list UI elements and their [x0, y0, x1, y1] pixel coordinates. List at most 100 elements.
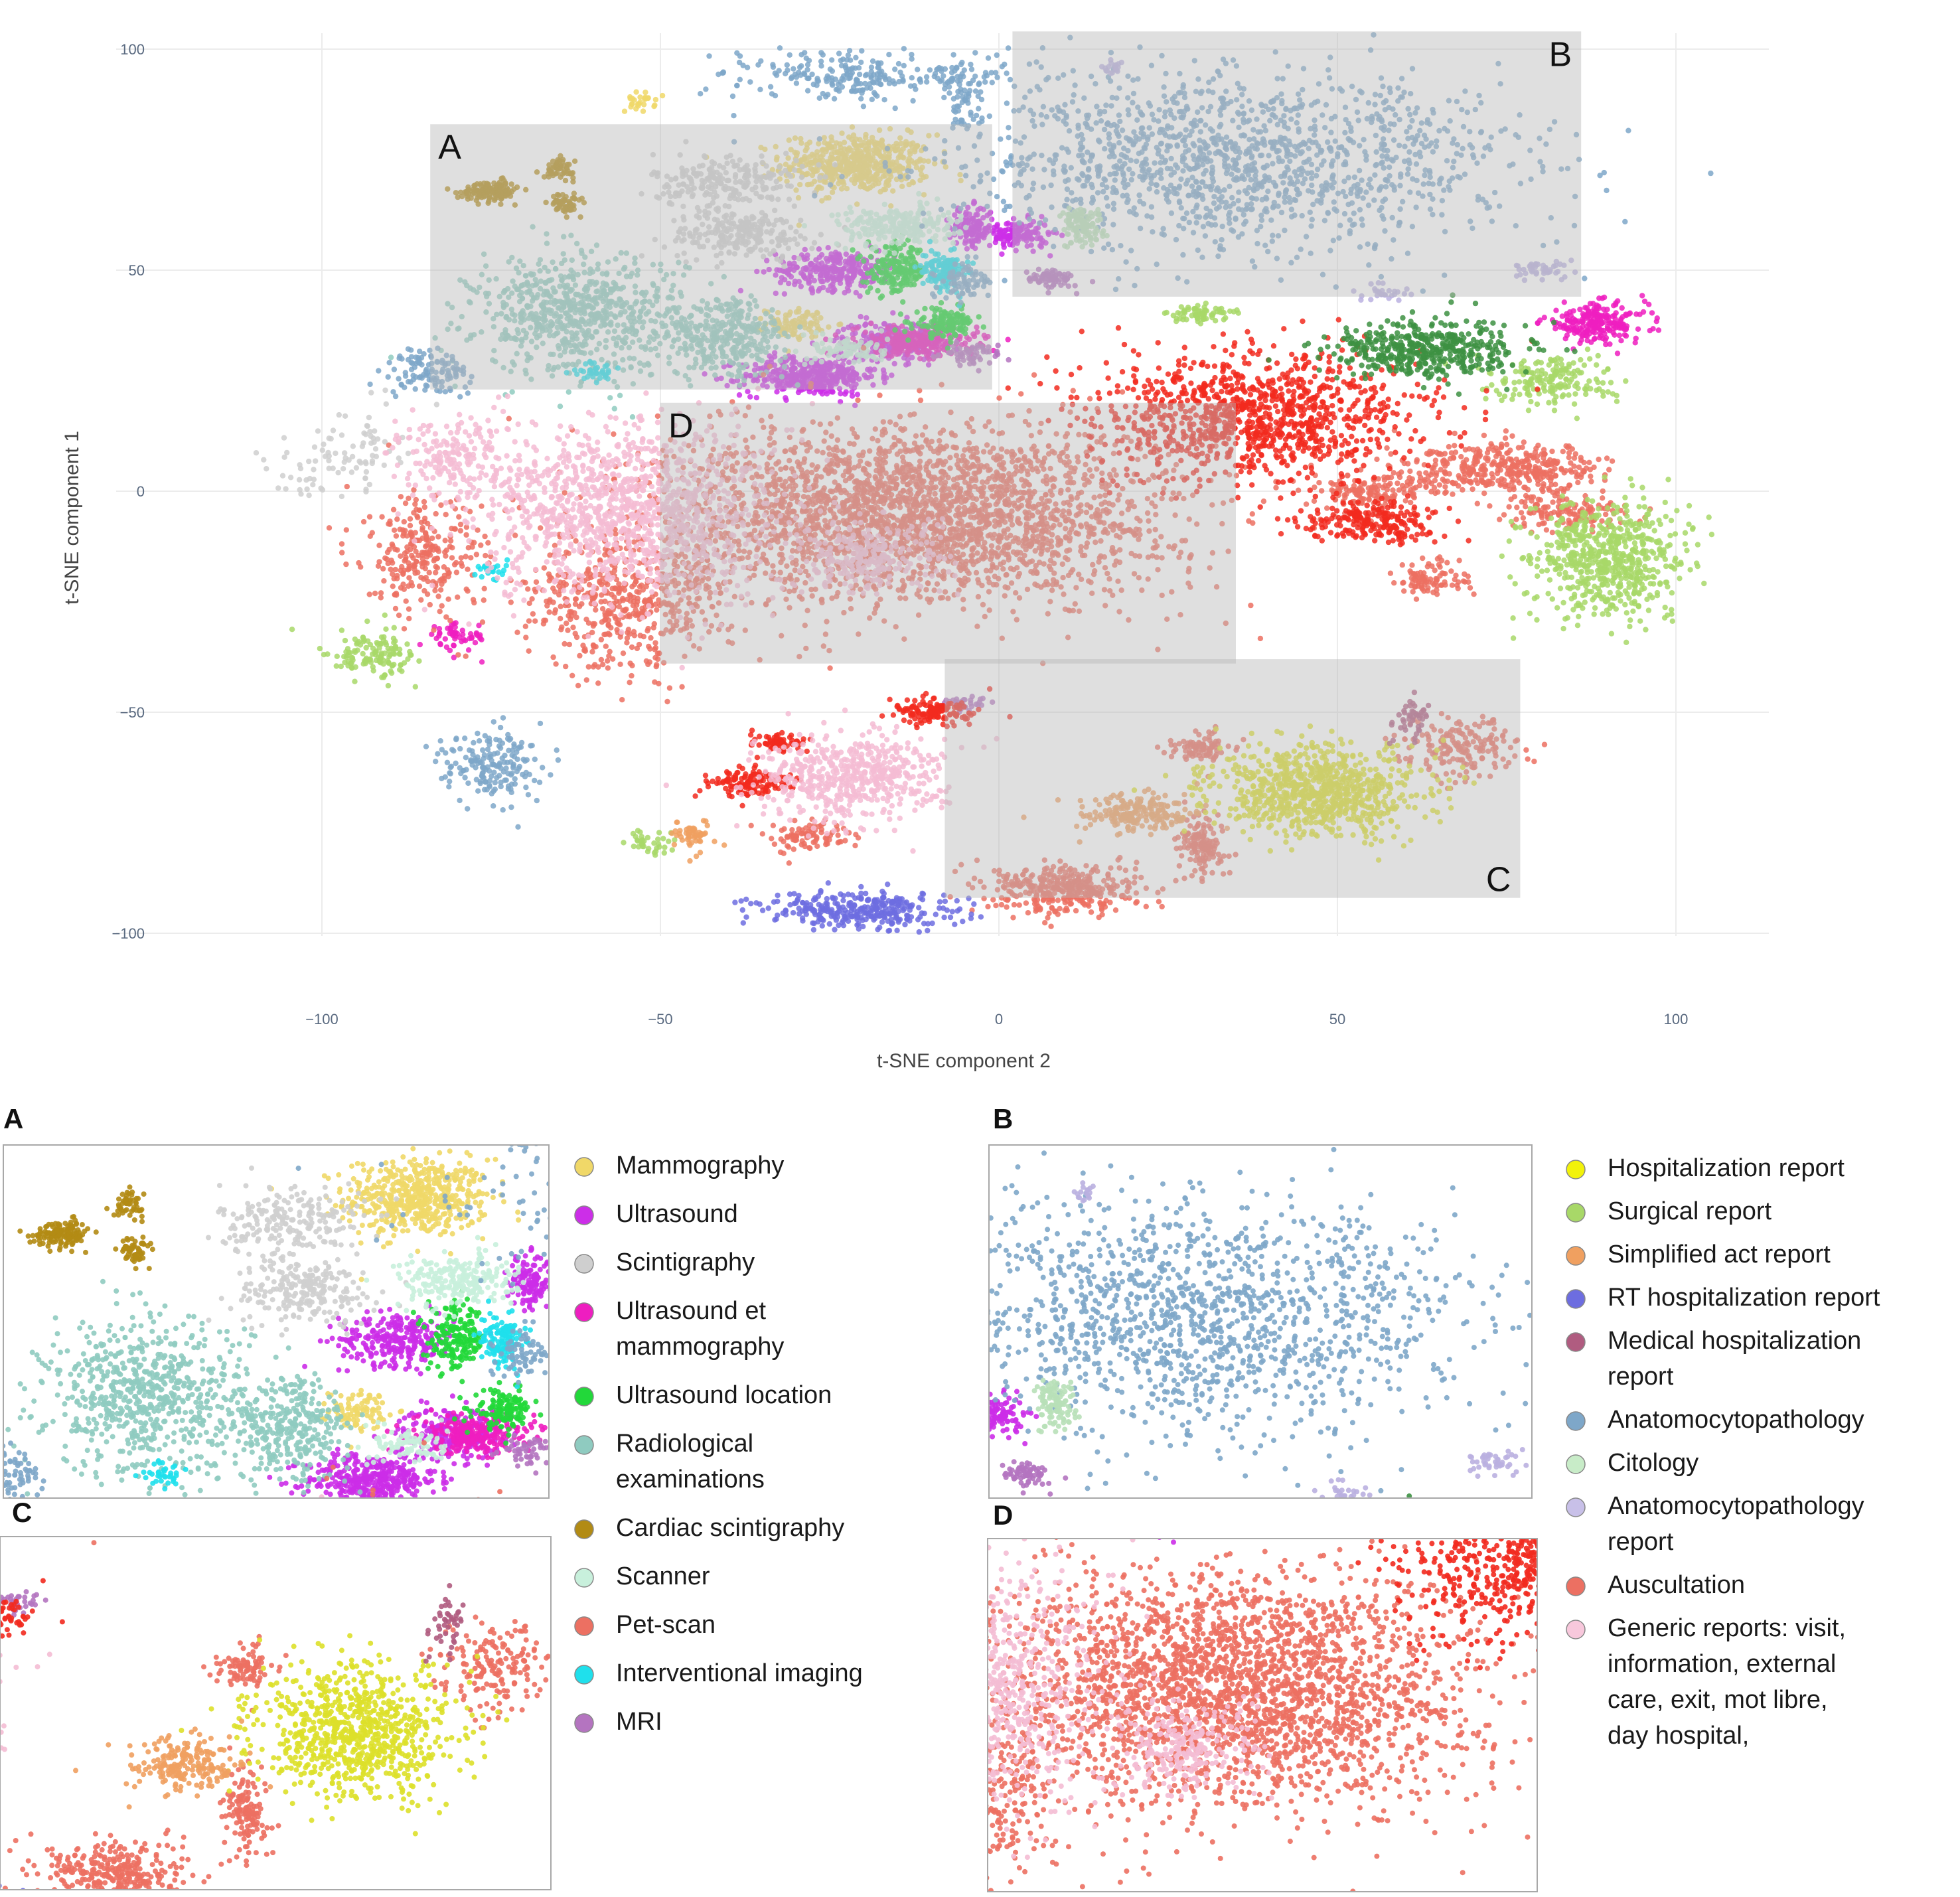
data-point — [630, 414, 635, 419]
data-point — [783, 395, 788, 400]
data-point — [642, 90, 648, 95]
data-point — [382, 388, 388, 393]
data-point — [363, 431, 368, 437]
data-point — [313, 458, 318, 463]
data-point — [617, 393, 623, 398]
data-point — [1564, 318, 1570, 323]
data-point — [1585, 338, 1590, 343]
data-point — [479, 659, 485, 664]
data-point — [1586, 321, 1591, 327]
data-point — [466, 647, 471, 652]
data-point — [388, 354, 394, 360]
data-point — [754, 395, 759, 400]
data-point — [417, 642, 423, 647]
data-point — [1580, 324, 1586, 329]
data-point — [384, 402, 389, 407]
data-point — [641, 108, 646, 114]
data-point — [366, 415, 372, 420]
data-point — [350, 443, 356, 449]
data-point — [745, 389, 750, 394]
data-point — [1553, 308, 1558, 313]
data-point — [311, 477, 317, 482]
data-point — [627, 96, 633, 101]
data-point — [356, 459, 362, 464]
data-point — [1604, 335, 1609, 341]
data-point — [443, 636, 448, 641]
data-point — [1623, 333, 1629, 339]
data-point — [1617, 333, 1622, 338]
data-point — [434, 402, 439, 407]
data-point — [375, 436, 380, 441]
data-point — [264, 466, 269, 471]
data-point — [1585, 314, 1590, 319]
data-point — [321, 441, 326, 447]
data-point — [1567, 309, 1572, 315]
data-point — [333, 451, 338, 456]
data-point — [660, 93, 665, 98]
data-point — [306, 493, 311, 498]
data-point — [354, 465, 359, 471]
data-point — [450, 631, 455, 637]
data-point — [254, 450, 259, 455]
data-point — [1006, 337, 1011, 342]
data-point — [1001, 232, 1006, 238]
data-point — [1594, 305, 1599, 311]
data-point — [325, 450, 331, 455]
data-point — [288, 475, 293, 480]
data-point — [1613, 302, 1618, 307]
data-point — [652, 102, 657, 108]
data-point — [368, 441, 374, 446]
data-point — [329, 436, 334, 441]
data-point — [370, 461, 375, 466]
data-point — [1560, 313, 1565, 319]
data-point — [469, 635, 475, 640]
data-point — [320, 487, 325, 493]
data-point — [1572, 318, 1578, 323]
data-point — [1639, 293, 1645, 298]
data-point — [331, 427, 336, 433]
data-point — [820, 391, 825, 396]
data-point — [633, 89, 639, 94]
data-point — [297, 477, 302, 483]
data-point — [1590, 311, 1596, 316]
data-point — [275, 485, 281, 491]
data-point — [310, 482, 315, 487]
data-point — [445, 626, 450, 631]
data-point — [1612, 333, 1617, 338]
data-point — [453, 625, 458, 630]
data-point — [1602, 295, 1607, 300]
data-point — [382, 463, 387, 468]
data-point — [368, 433, 373, 439]
data-point — [855, 392, 860, 397]
data-point — [641, 102, 646, 107]
data-point — [451, 643, 457, 648]
data-point — [1002, 244, 1007, 250]
data-point — [1564, 333, 1570, 338]
data-point — [1654, 319, 1659, 324]
data-point — [365, 423, 370, 429]
data-point — [1633, 340, 1638, 345]
data-point — [337, 412, 342, 417]
data-point — [306, 459, 311, 464]
data-point — [1646, 302, 1651, 307]
data-point — [747, 394, 753, 400]
data-point — [349, 469, 354, 475]
data-point — [1592, 337, 1597, 342]
data-point — [1592, 320, 1597, 325]
data-point — [1588, 301, 1593, 306]
data-point — [1618, 338, 1623, 343]
data-point — [447, 648, 453, 653]
data-point — [368, 390, 374, 395]
data-point — [346, 457, 352, 463]
data-point — [1004, 221, 1009, 226]
data-point — [1649, 310, 1655, 315]
data-point — [1597, 335, 1602, 340]
data-point — [364, 469, 369, 475]
data-point — [1598, 317, 1603, 323]
data-point — [326, 458, 331, 463]
data-point — [283, 486, 288, 491]
data-point — [635, 103, 641, 108]
data-point — [297, 462, 302, 467]
data-point — [566, 389, 571, 394]
data-point — [510, 389, 515, 394]
